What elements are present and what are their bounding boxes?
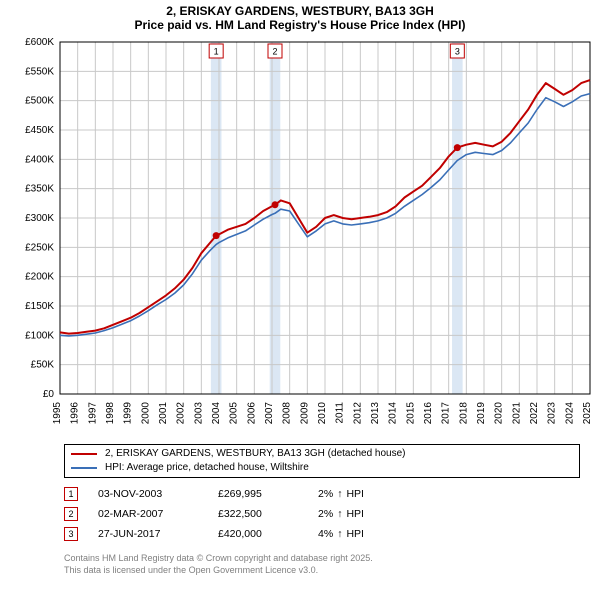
x-tick-label: 1995 <box>52 402 63 425</box>
x-tick-label: 2010 <box>317 402 328 425</box>
marker-number: 1 <box>214 47 219 57</box>
x-tick-label: 1999 <box>123 402 134 425</box>
sale-delta: 4% ↑ HPI <box>318 528 398 540</box>
x-tick-label: 2023 <box>547 402 558 425</box>
sale-price: £322,500 <box>218 508 298 520</box>
sales-table: 1 03-NOV-2003 £269,995 2% ↑ HPI 2 02-MAR-2007 £3… <box>64 484 580 544</box>
sale-marker-dot <box>454 144 461 151</box>
arrow-up-icon: ↑ <box>337 488 342 500</box>
sale-marker-dot <box>213 232 220 239</box>
x-tick-label: 2000 <box>140 402 151 425</box>
legend-swatch <box>71 453 97 455</box>
sale-marker-box: 2 <box>64 507 78 521</box>
sale-delta-tag: HPI <box>346 508 364 520</box>
marker-number: 2 <box>272 47 277 57</box>
x-tick-label: 2007 <box>264 402 275 425</box>
sale-marker-box: 1 <box>64 487 78 501</box>
x-tick-label: 2004 <box>211 402 222 425</box>
y-tick-label: £550K <box>25 66 54 77</box>
y-tick-label: £250K <box>25 242 54 253</box>
x-tick-label: 2012 <box>352 402 363 425</box>
x-tick-label: 1997 <box>87 402 98 425</box>
arrow-up-icon: ↑ <box>337 508 342 520</box>
x-tick-label: 2009 <box>299 402 310 425</box>
sale-delta-pct: 4% <box>318 528 333 540</box>
sale-date: 03-NOV-2003 <box>98 488 198 500</box>
sale-date: 02-MAR-2007 <box>98 508 198 520</box>
sale-row: 1 03-NOV-2003 £269,995 2% ↑ HPI <box>64 484 580 504</box>
x-tick-label: 2025 <box>582 402 593 425</box>
x-tick-label: 2021 <box>511 402 522 425</box>
attribution: Contains HM Land Registry data © Crown c… <box>64 552 580 576</box>
y-tick-label: £200K <box>25 272 54 283</box>
x-tick-label: 2001 <box>158 402 169 425</box>
sale-price: £269,995 <box>218 488 298 500</box>
x-tick-label: 2005 <box>229 402 240 425</box>
sale-delta-pct: 2% <box>318 508 333 520</box>
chart-title-block: 2, ERISKAY GARDENS, WESTBURY, BA13 3GH P… <box>0 0 600 34</box>
attribution-line2: This data is licensed under the Open Gov… <box>64 564 580 576</box>
y-tick-label: £500K <box>25 96 54 107</box>
y-tick-label: £600K <box>25 37 54 48</box>
y-tick-label: £50K <box>31 360 55 371</box>
x-tick-label: 1998 <box>105 402 116 425</box>
title-address: 2, ERISKAY GARDENS, WESTBURY, BA13 3GH <box>0 4 600 18</box>
x-tick-label: 2013 <box>370 402 381 425</box>
x-tick-label: 1996 <box>70 402 81 425</box>
legend: 2, ERISKAY GARDENS, WESTBURY, BA13 3GH (… <box>64 444 580 478</box>
x-tick-label: 2002 <box>176 402 187 425</box>
x-tick-label: 2014 <box>388 402 399 425</box>
sale-delta: 2% ↑ HPI <box>318 488 398 500</box>
x-tick-label: 2020 <box>494 402 505 425</box>
x-tick-label: 2019 <box>476 402 487 425</box>
sale-delta-tag: HPI <box>346 488 364 500</box>
sale-marker-dot <box>272 201 279 208</box>
sale-date: 27-JUN-2017 <box>98 528 198 540</box>
sale-row: 2 02-MAR-2007 £322,500 2% ↑ HPI <box>64 504 580 524</box>
attribution-line1: Contains HM Land Registry data © Crown c… <box>64 552 580 564</box>
y-tick-label: £450K <box>25 125 54 136</box>
line-chart-svg: £0 £50K £100K £150K £200K £250K £300K £350K £400… <box>0 34 600 442</box>
y-tick-label: £350K <box>25 184 54 195</box>
legend-label: HPI: Average price, detached house, Wilt… <box>105 461 309 475</box>
y-tick-label: £100K <box>25 330 54 341</box>
sale-marker-box: 3 <box>64 527 78 541</box>
x-tick-label: 2018 <box>458 402 469 425</box>
x-tick-label: 2022 <box>529 402 540 425</box>
sale-delta-pct: 2% <box>318 488 333 500</box>
chart-area: £0 £50K £100K £150K £200K £250K £300K £350K £400… <box>0 34 600 442</box>
x-tick-label: 2024 <box>564 402 575 425</box>
x-tick-label: 2006 <box>246 402 257 425</box>
sale-delta-tag: HPI <box>346 528 364 540</box>
x-tick-label: 2003 <box>193 402 204 425</box>
sale-price: £420,000 <box>218 528 298 540</box>
legend-row: 2, ERISKAY GARDENS, WESTBURY, BA13 3GH (… <box>71 447 573 461</box>
x-tick-label: 2008 <box>282 402 293 425</box>
x-tick-label: 2011 <box>335 402 346 424</box>
legend-label: 2, ERISKAY GARDENS, WESTBURY, BA13 3GH (… <box>105 447 406 461</box>
x-tick-label: 2015 <box>405 402 416 425</box>
arrow-up-icon: ↑ <box>337 528 342 540</box>
y-tick-label: £150K <box>25 301 54 312</box>
y-tick-label: £300K <box>25 213 54 224</box>
marker-number: 3 <box>455 47 460 57</box>
y-tick-label: £0 <box>43 389 55 400</box>
title-subtitle: Price paid vs. HM Land Registry's House … <box>0 18 600 32</box>
x-tick-label: 2017 <box>441 402 452 425</box>
sale-delta: 2% ↑ HPI <box>318 508 398 520</box>
legend-row: HPI: Average price, detached house, Wilt… <box>71 461 573 475</box>
y-tick-label: £400K <box>25 154 54 165</box>
legend-swatch <box>71 467 97 469</box>
x-tick-label: 2016 <box>423 402 434 425</box>
sale-row: 3 27-JUN-2017 £420,000 4% ↑ HPI <box>64 524 580 544</box>
